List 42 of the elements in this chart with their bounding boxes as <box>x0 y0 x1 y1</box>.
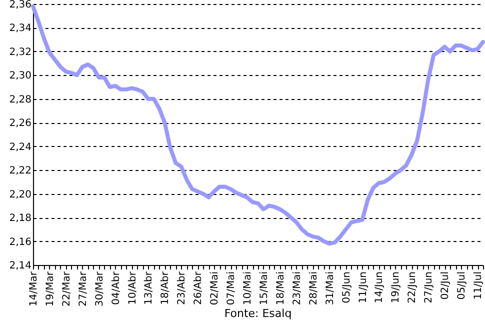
x-tick-label: 18/Mai <box>275 272 286 306</box>
x-tick-label: 14/Mar <box>28 270 40 306</box>
x-tick-label: 27/Jun <box>424 272 435 304</box>
x-tick-label: 10/Abr <box>127 270 138 305</box>
x-tick-label: 31/Mai <box>324 272 336 306</box>
x-tick-label: 23/Mai <box>292 272 303 306</box>
x-tick-label: 19/Jun <box>390 272 402 304</box>
x-tick-label: 19/Mar <box>44 270 56 306</box>
x-tick-label: 14/Jun <box>374 272 386 304</box>
line-series <box>31 4 485 246</box>
x-tick-label: 22/Jun <box>407 272 418 304</box>
y-tick-label: 2,14 <box>9 260 32 272</box>
x-tick-label: 18/Abr <box>160 270 172 305</box>
x-tick-label: 02/Jul <box>440 272 452 300</box>
x-tick-label: 10/Mai <box>242 272 254 306</box>
y-tick-label: 2,34 <box>9 23 32 34</box>
x-tick-label: 26/Abr <box>193 270 204 305</box>
x-tick-label: 13/Abr <box>144 270 155 305</box>
x-tick-label: 23/Abr <box>176 270 188 305</box>
x-tick-label: 27/Mar <box>78 270 89 306</box>
x-tick-label: 04/Abr <box>110 270 122 305</box>
x-tick-label: 07/Mai <box>226 272 238 306</box>
y-tick-label: 2,20 <box>9 189 32 200</box>
y-tick-label: 2,16 <box>9 236 32 248</box>
x-tick-label: 22/Mar <box>61 270 72 306</box>
x-tick-label: 05/Jul <box>456 272 468 300</box>
y-tick-label: 2,28 <box>9 94 32 106</box>
y-tick-label: 2,30 <box>9 70 32 82</box>
x-tick-label: 11/Jun <box>358 272 369 304</box>
y-tick-label: 2,26 <box>9 118 32 130</box>
y-tick-label: 2,18 <box>9 213 32 224</box>
x-tick-label: 30/Mar <box>94 270 106 306</box>
x-tick-label: 11/Jul <box>473 272 484 300</box>
x-tick-label: 02/Mai <box>210 272 221 306</box>
y-tick-label: 2,36 <box>9 0 32 10</box>
x-tick-label: 05/Jun <box>341 272 352 304</box>
y-tick-label: 2,22 <box>9 166 32 177</box>
source-note: Fonte: Esalq <box>224 306 292 320</box>
y-tick-label: 2,24 <box>9 142 32 153</box>
x-tick-label: 15/Mai <box>258 272 270 306</box>
x-tick-label: 28/Mai <box>308 272 320 306</box>
y-tick-label: 2,32 <box>9 46 32 58</box>
